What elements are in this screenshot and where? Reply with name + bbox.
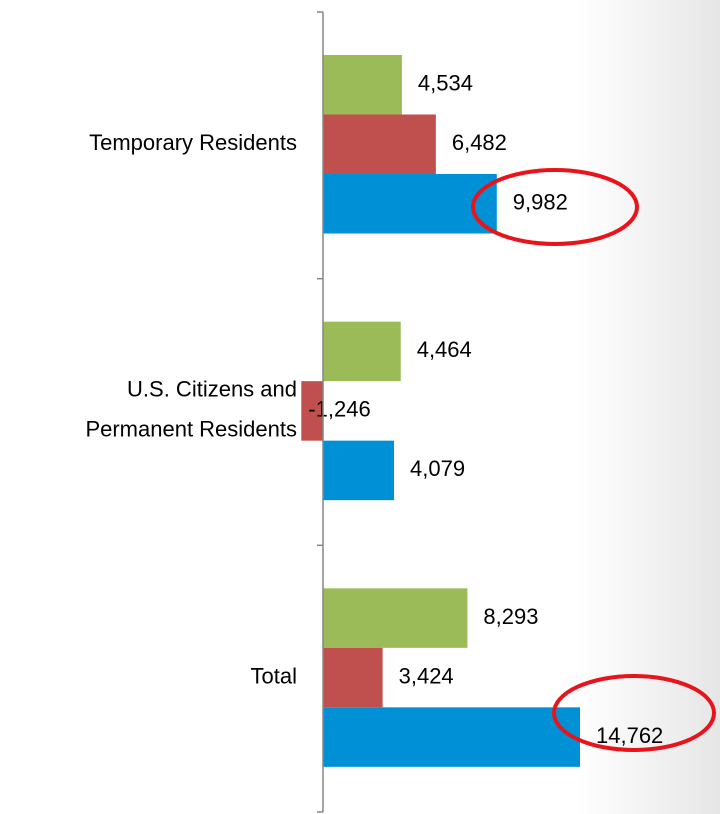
bar: [323, 321, 401, 382]
bar: [323, 440, 395, 501]
bar: [323, 174, 497, 234]
bar: [323, 55, 402, 115]
data-label: 4,534: [418, 71, 473, 96]
data-label: 4,464: [417, 337, 472, 362]
bar: [323, 647, 383, 708]
category-label: Permanent Residents: [85, 417, 297, 442]
data-label: 9,982: [513, 190, 568, 215]
bar: [323, 114, 436, 174]
bar: [323, 588, 468, 648]
category-label: Temporary Residents: [89, 130, 297, 155]
data-label: 14,762: [596, 723, 663, 748]
data-label: 8,293: [483, 604, 538, 629]
data-label: -1,246: [308, 397, 370, 422]
bar: [323, 707, 580, 767]
bar: [301, 381, 323, 441]
highlight-ellipse: [471, 168, 639, 246]
data-label: 3,424: [399, 663, 454, 688]
highlight-ellipse: [552, 674, 716, 752]
category-label: Total: [251, 663, 297, 688]
data-label: 4,079: [410, 456, 465, 481]
plot-area: Temporary Residents 4,534 6,482 9,982 U.S. C…: [85, 11, 663, 813]
data-label: 6,482: [452, 130, 507, 155]
category-label: U.S. Citizens and: [127, 377, 297, 402]
